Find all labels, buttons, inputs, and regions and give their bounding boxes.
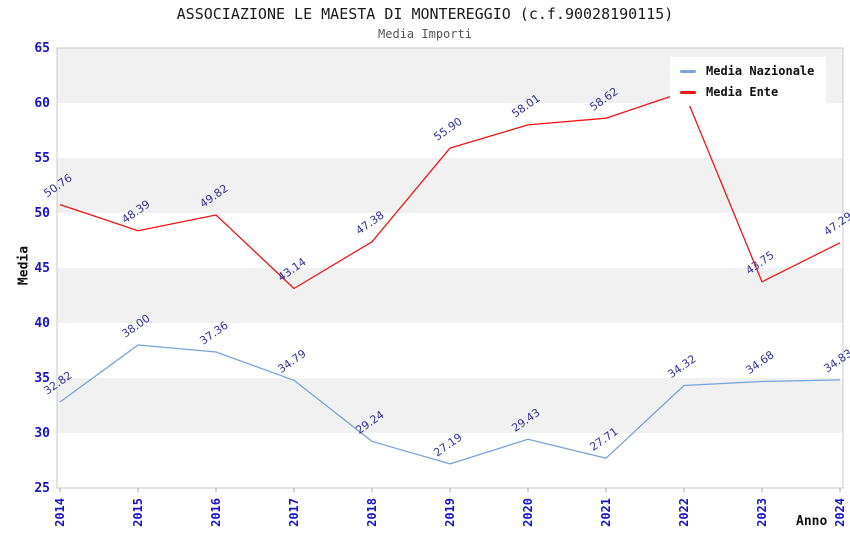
y-tick-label: 65 — [34, 41, 50, 56]
legend-item-media-nazionale: Media Nazionale — [680, 64, 814, 78]
y-tick-label: 35 — [34, 371, 50, 386]
y-tick-label: 50 — [34, 206, 50, 221]
legend-label: Media Nazionale — [706, 64, 815, 78]
data-label: 34.83 — [821, 347, 850, 376]
chart-subtitle: Media Importi — [378, 27, 472, 41]
x-tick-label: 2016 — [209, 498, 223, 527]
x-tick-label: 2018 — [365, 498, 379, 527]
series-line-1 — [59, 91, 841, 290]
x-axis-title: Anno — [796, 514, 828, 529]
y-tick-label: 40 — [34, 316, 50, 331]
data-label: 37.36 — [197, 319, 230, 348]
x-tick-label: 2020 — [521, 498, 535, 527]
data-label: 55.90 — [431, 115, 464, 144]
y-tick-label: 25 — [34, 481, 50, 496]
grid-band — [57, 268, 843, 323]
y-tick-label: 55 — [34, 151, 50, 166]
data-label: 34.79 — [275, 347, 308, 376]
data-label: 34.68 — [743, 348, 776, 377]
legend-label: Media Ente — [706, 85, 779, 99]
x-tick-label: 2017 — [287, 498, 301, 527]
series-line-0 — [59, 344, 841, 465]
y-tick-label: 60 — [34, 96, 50, 111]
x-tick-label: 2022 — [677, 498, 691, 527]
data-label: 47.29 — [821, 210, 850, 239]
x-tick-label: 2014 — [53, 498, 67, 527]
grid-band — [57, 378, 843, 433]
x-tick-label: 2023 — [755, 498, 769, 527]
legend-swatch-media-ente — [680, 90, 696, 94]
legend-item-media-ente: Media Ente — [680, 85, 814, 99]
x-tick-label: 2015 — [131, 498, 145, 527]
x-tick-label: 2021 — [599, 498, 613, 527]
legend-swatch-media-nazionale — [680, 69, 696, 73]
grid-band — [57, 158, 843, 213]
y-tick-label: 30 — [34, 426, 50, 441]
chart-title: ASSOCIAZIONE LE MAESTA DI MONTEREGGIO (c… — [176, 5, 674, 23]
data-label: 27.19 — [431, 431, 464, 460]
x-tick-label: 2019 — [443, 498, 457, 527]
data-label: 34.32 — [665, 352, 698, 381]
y-tick-label: 45 — [34, 261, 50, 276]
legend: Media Nazionale Media Ente — [670, 57, 827, 106]
x-tick-label: 2024 — [833, 498, 847, 527]
